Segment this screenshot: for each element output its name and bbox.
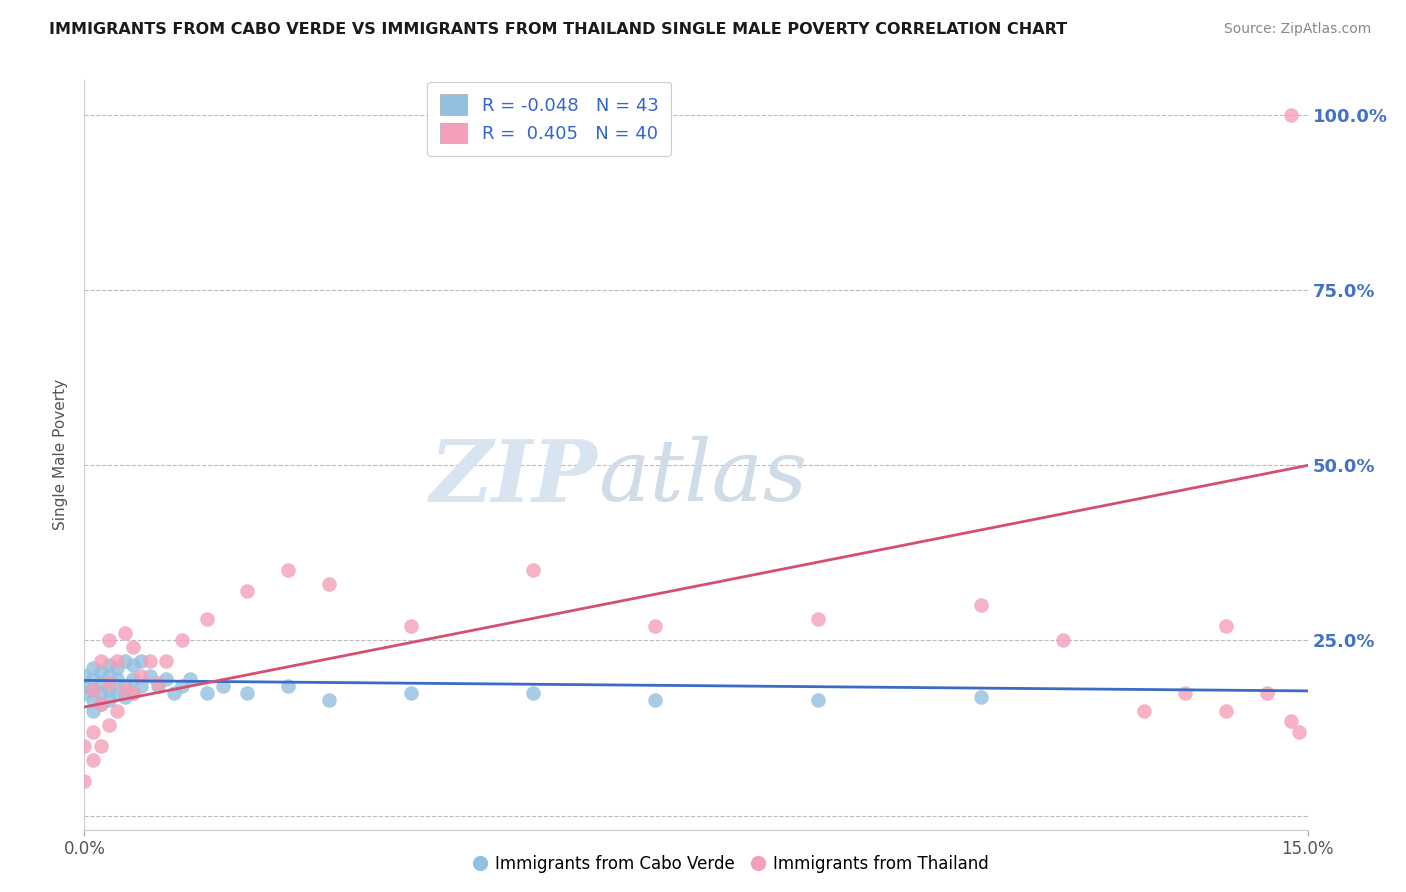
Point (1279, 108, 1302, 122)
Point (122, 686, 145, 700)
Point (277, 564, 299, 578)
Point (73, 679, 96, 693)
Point (212, 679, 235, 693)
Point (644, 693, 666, 707)
Point (1288, 724, 1310, 739)
Point (970, 599, 993, 613)
Point (97, 633, 120, 648)
Point (146, 679, 169, 693)
Point (105, 686, 128, 700)
Point (236, 584, 259, 599)
Point (90, 739, 112, 753)
Point (399, 686, 422, 700)
Point (97, 675, 120, 690)
Point (73, 739, 96, 753)
Point (114, 655, 136, 669)
Point (172, 633, 194, 648)
Point (970, 690, 993, 704)
Point (82, 704, 104, 718)
Point (1215, 619, 1237, 633)
Point (318, 577, 340, 591)
Point (90, 686, 112, 700)
Text: Source: ZipAtlas.com: Source: ZipAtlas.com (1223, 22, 1371, 37)
Point (97, 682, 120, 697)
Point (163, 686, 186, 700)
Point (318, 693, 340, 707)
Point (1215, 704, 1237, 718)
Point (114, 682, 136, 697)
Point (105, 672, 128, 686)
Point (82, 682, 104, 697)
Point (97, 717, 120, 731)
Point (644, 619, 666, 633)
Point (131, 668, 153, 682)
Point (131, 655, 153, 669)
Point (97, 658, 120, 673)
Point (155, 672, 177, 686)
Point (90, 665, 112, 679)
Point (114, 626, 136, 640)
Point (522, 564, 544, 578)
Point (122, 686, 145, 700)
Point (122, 658, 145, 673)
Point (90, 697, 112, 711)
Point (105, 655, 128, 669)
Point (1133, 704, 1156, 718)
Point (172, 679, 194, 693)
Point (97, 693, 120, 707)
Point (90, 697, 112, 711)
Point (105, 704, 128, 718)
Text: ZIP: ZIP (430, 435, 598, 519)
Point (82, 693, 104, 707)
Point (114, 690, 136, 704)
Point (1052, 633, 1074, 648)
Y-axis label: Single Male Poverty: Single Male Poverty (53, 379, 69, 531)
Point (1256, 686, 1278, 700)
Text: atlas: atlas (598, 436, 807, 519)
Point (122, 672, 145, 686)
Legend: Immigrants from Cabo Verde, Immigrants from Thailand: Immigrants from Cabo Verde, Immigrants f… (467, 848, 995, 880)
Point (807, 693, 830, 707)
Point (90, 655, 112, 669)
Point (122, 640, 145, 655)
Point (73, 686, 96, 700)
Point (1174, 686, 1197, 700)
Point (138, 668, 160, 682)
Point (138, 655, 160, 669)
Point (90, 675, 112, 690)
Point (179, 672, 201, 686)
Point (131, 679, 153, 693)
Point (236, 686, 259, 700)
Point (73, 773, 96, 788)
Point (399, 619, 422, 633)
Point (82, 682, 104, 697)
Point (146, 675, 169, 690)
Point (82, 752, 104, 766)
Point (155, 655, 177, 669)
Point (82, 672, 104, 686)
Point (97, 668, 120, 682)
Point (73, 668, 96, 682)
Point (195, 686, 218, 700)
Point (277, 679, 299, 693)
Point (807, 612, 830, 626)
Point (82, 724, 104, 739)
Text: IMMIGRANTS FROM CABO VERDE VS IMMIGRANTS FROM THAILAND SINGLE MALE POVERTY CORRE: IMMIGRANTS FROM CABO VERDE VS IMMIGRANTS… (49, 22, 1067, 37)
Point (195, 612, 218, 626)
Point (522, 686, 544, 700)
Point (1279, 714, 1302, 728)
Point (114, 679, 136, 693)
Legend: R = -0.048   N = 43, R =  0.405   N = 40: R = -0.048 N = 43, R = 0.405 N = 40 (427, 82, 671, 156)
Point (82, 661, 104, 675)
Point (105, 661, 128, 675)
